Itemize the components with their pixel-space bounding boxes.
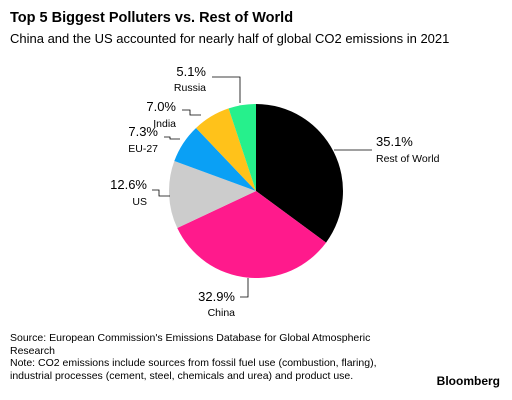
pie-slice-china — [177, 191, 327, 278]
data-label-rest-of-world: 35.1% — [376, 134, 413, 149]
category-label-eu-27: EU-27 — [128, 143, 158, 155]
leader-line-eu-27 — [164, 136, 180, 140]
pie-slice-eu-27 — [174, 127, 256, 191]
pie-slice-rest-of-world — [256, 104, 343, 243]
leader-line-china — [240, 278, 249, 298]
source-note: Source: European Commission's Emissions … — [10, 332, 371, 357]
pie-slice-us — [169, 161, 256, 229]
chart-subtitle: China and the US accounted for nearly ha… — [10, 31, 450, 46]
pie-slice-russia — [228, 104, 256, 191]
brand-logo: Bloomberg — [436, 374, 500, 388]
data-label-us: 12.6% — [110, 177, 147, 192]
chart-footer: Source: European Commission's Emissions … — [10, 332, 410, 382]
pie-slice-india — [196, 108, 256, 191]
category-label-russia: Russia — [174, 82, 206, 94]
data-label-india: 7.0% — [146, 99, 176, 114]
methodology-note: Note: CO2 emissions include sources from… — [10, 357, 377, 382]
category-label-china: China — [208, 307, 236, 319]
category-label-india: India — [153, 118, 176, 130]
data-label-russia: 5.1% — [176, 64, 206, 79]
chart-title: Top 5 Biggest Polluters vs. Rest of Worl… — [10, 10, 294, 26]
leader-line-us — [152, 189, 170, 197]
data-label-china: 32.9% — [198, 289, 235, 304]
data-label-eu-27: 7.3% — [128, 124, 158, 139]
category-label-rest-of-world: Rest of World — [376, 153, 440, 165]
category-label-us: US — [132, 196, 147, 208]
leader-line-india — [182, 109, 201, 116]
leader-line-russia — [212, 76, 241, 103]
